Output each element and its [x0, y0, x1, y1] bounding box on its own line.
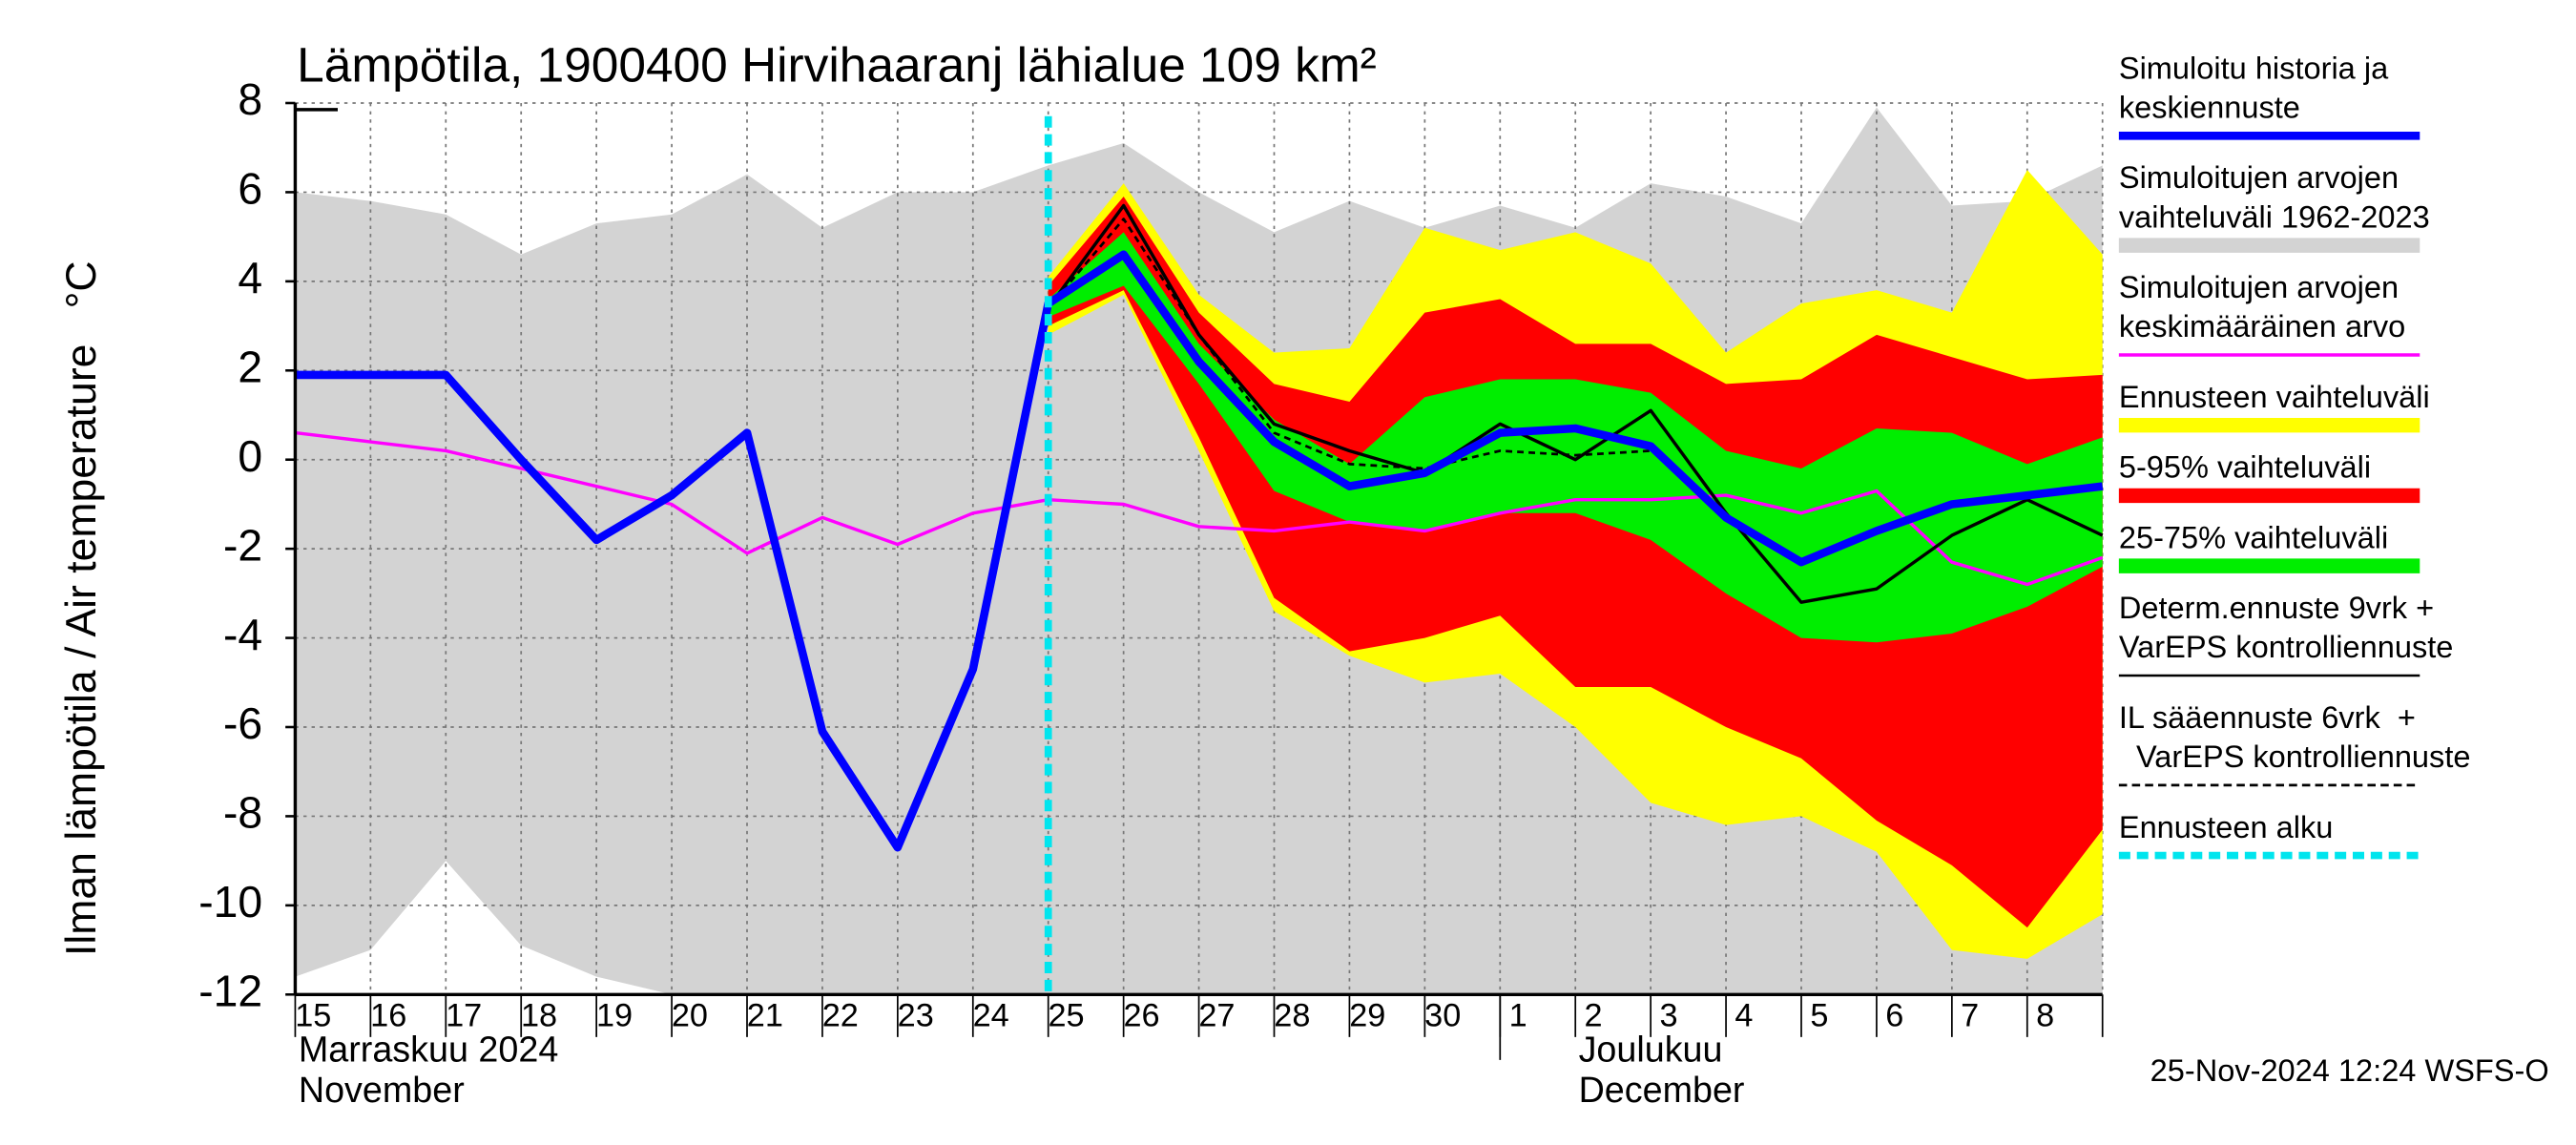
x-tick-label: 18: [521, 997, 557, 1033]
x-tick-label: 1: [1509, 997, 1527, 1033]
x-tick-label: 19: [596, 997, 633, 1033]
legend-label: keskimääräinen arvo: [2119, 309, 2405, 344]
range-band: [1048, 197, 2103, 928]
series-line: [295, 250, 2104, 852]
x-tick-label: 22: [822, 997, 859, 1033]
legend-label: 5-95% vaihteluväli: [2119, 450, 2371, 485]
legend-label: Simuloitujen arvojen: [2119, 160, 2399, 195]
x-tick-label: 5: [1810, 997, 1828, 1033]
x-tick-label: 3: [1659, 997, 1677, 1033]
legend-label: vaihteluväli 1962-2023: [2119, 199, 2430, 234]
legend-label: Simuloitu historia ja: [2119, 51, 2389, 85]
x-tick-label: 30: [1424, 997, 1461, 1033]
y-tick-label: -2: [223, 520, 262, 570]
legend-label: Ennusteen vaihteluväli: [2119, 380, 2430, 414]
x-tick-label: 28: [1274, 997, 1310, 1033]
legend-label: VarEPS kontrolliennuste: [2119, 630, 2454, 664]
y-tick-label: 6: [238, 164, 262, 214]
legend-label: VarEPS kontrolliennuste: [2119, 739, 2471, 774]
x-tick-label: 25: [1049, 997, 1085, 1033]
y-tick-label: 0: [238, 431, 262, 481]
x-tick-label: 24: [973, 997, 1009, 1033]
y-tick-label: -12: [198, 967, 262, 1016]
series-line: [1047, 218, 1652, 470]
month-label: Marraskuu 2024: [299, 1029, 558, 1069]
y-tick-label: -8: [223, 788, 262, 838]
y-axis-label: Ilman lämpötila / Air temperature °C: [58, 260, 105, 956]
y-tick-label: 2: [238, 343, 262, 392]
legend-label: Determ.ennuste 9vrk +: [2119, 591, 2434, 625]
range-band: [1048, 232, 2103, 643]
legend-label: Simuloitujen arvojen: [2119, 270, 2399, 304]
y-tick-label: 4: [238, 253, 262, 302]
x-tick-label: 2: [1585, 997, 1603, 1033]
x-tick-label: 16: [370, 997, 406, 1033]
y-tick-label: -10: [198, 877, 262, 926]
month-label: Joulukuu: [1579, 1029, 1723, 1069]
y-tick-label: -6: [223, 698, 262, 748]
x-tick-label: 21: [747, 997, 783, 1033]
legend-label: Ennusteen alku: [2119, 810, 2334, 844]
x-tick-label: 29: [1349, 997, 1385, 1033]
series-line: [1047, 203, 2104, 604]
legend-label: IL sääennuste 6vrk +: [2119, 700, 2416, 735]
month-label: November: [299, 1070, 465, 1110]
y-tick-label: 8: [238, 74, 262, 124]
legend-label: keskiennuste: [2119, 90, 2300, 124]
x-tick-label: 27: [1198, 997, 1235, 1033]
legend-label: 25-75% vaihteluväli: [2119, 520, 2388, 554]
x-tick-label: 23: [898, 997, 934, 1033]
x-tick-label: 6: [1885, 997, 1903, 1033]
x-tick-label: 8: [2036, 997, 2054, 1033]
y-tick-label: -4: [223, 610, 262, 659]
x-tick-label: 26: [1123, 997, 1159, 1033]
series-line: [295, 430, 2104, 587]
x-tick-label: 15: [295, 997, 331, 1033]
chart-title: Lämpötila, 1900400 Hirvihaaranj lähialue…: [297, 37, 1377, 93]
x-tick-label: 7: [1961, 997, 1979, 1033]
x-tick-label: 17: [446, 997, 482, 1033]
timestamp: 25-Nov-2024 12:24 WSFS-O: [2150, 1053, 2549, 1088]
x-tick-label: 20: [672, 997, 708, 1033]
x-tick-label: 4: [1735, 997, 1753, 1033]
month-label: December: [1579, 1070, 1745, 1110]
